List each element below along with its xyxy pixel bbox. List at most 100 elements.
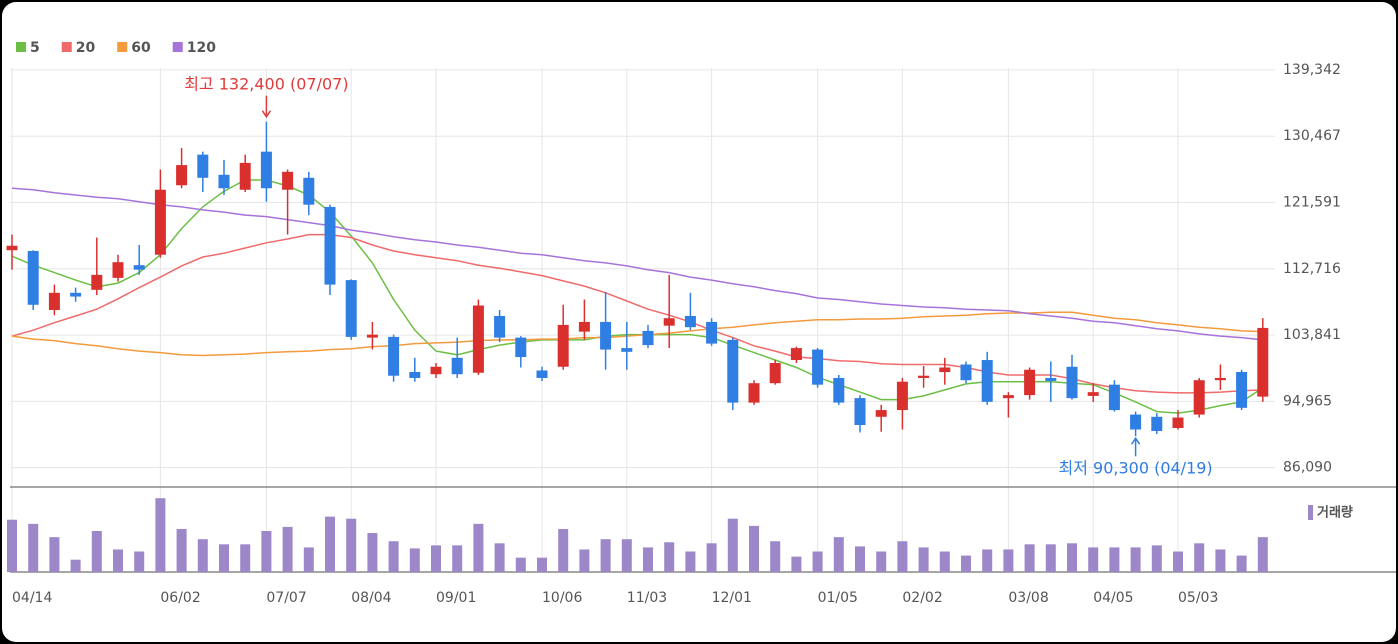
candle-body [1214,377,1226,381]
x-tick-label: 12/01 [712,590,752,606]
candle-body [642,330,654,346]
volume-bar [961,555,971,572]
candle-body [154,189,166,255]
volume-bar [812,551,823,572]
x-tick-label: 01/05 [818,590,858,606]
candle-body [790,348,802,361]
annotation-arrow [261,95,272,119]
legend-swatch [117,42,128,52]
candle-body [27,250,39,305]
volume-bar [325,516,335,572]
ma-line [11,233,1263,394]
candle-body [896,381,908,411]
candle-body [1108,384,1120,411]
candle-body [812,349,824,385]
annotation: 최고 132,400 (07/07) [184,74,348,93]
volume-bar [28,523,39,572]
candle-body [960,364,972,381]
volume-bar [515,557,526,572]
volume-bar [1003,549,1014,572]
candle-body [1172,417,1184,428]
y-tick-label: 121,591 [1283,195,1341,211]
candle-body [1087,392,1099,396]
candle-body [1130,414,1142,430]
candle-body [536,370,548,378]
candle-body [684,315,696,328]
y-tick-label: 112,716 [1283,261,1341,277]
candle-body [939,367,951,372]
volume-bar [537,557,547,572]
y-tick-label: 139,342 [1283,62,1341,78]
volume-bar [1173,551,1183,572]
candle-body [621,348,633,352]
candle-body [430,366,442,375]
volume-bar [621,539,632,572]
candle-body [727,339,739,403]
volume-bar [876,551,887,572]
volume-bar [346,518,357,572]
volume-bar [473,523,484,572]
volume-bar [579,549,590,572]
candle-body [239,162,251,190]
candle-body [48,292,60,310]
x-tick-label: 02/02 [902,590,942,606]
volume-bar [1151,545,1162,572]
candle-body [91,274,103,290]
candle-body [663,318,675,326]
candle-body [112,262,124,278]
volume-legend-label: 거래량 [1317,506,1353,521]
candle-body [176,165,188,186]
volume-bar [1109,547,1120,572]
volume-bar [833,537,844,572]
volume-bar [897,541,908,572]
x-tick-label: 07/07 [266,590,306,606]
candle-body [854,398,866,426]
volume-bar [1045,544,1056,572]
candle-body [833,377,845,403]
x-tick-label: 03/08 [1008,590,1048,606]
volume-bar [982,549,993,572]
legend-swatch [172,42,183,52]
candle-body [303,177,315,205]
x-tick-label: 11/03 [627,590,667,606]
volume-bar [367,533,378,572]
legend-label: 120 [187,40,216,56]
volume-bar [1130,547,1141,572]
volume-bar [1024,544,1035,572]
candle-body [1024,369,1036,396]
volume-bar [770,541,781,572]
volume-bar [685,551,696,572]
candle-body [366,334,378,338]
candle-body [1151,416,1163,431]
candle-body [451,357,463,375]
volume-bar [91,531,102,572]
volume-bar [918,547,929,572]
legend-label: 20 [76,40,96,56]
candle-body [918,375,930,378]
x-tick-label: 04/14 [12,590,52,606]
volume-legend-swatch [1308,505,1313,520]
annotation: 최저 90,300 (04/19) [1058,459,1212,478]
volume-bar [706,543,717,572]
candle-body [1066,366,1078,399]
candle-body [1045,377,1057,381]
volume-bar [855,546,865,572]
volume-bar [727,518,738,572]
legend-label: 60 [131,40,151,56]
candle-body [282,171,294,190]
volume-bar [600,539,611,572]
x-tick-label: 04/05 [1093,590,1133,606]
x-tick-label: 06/02 [160,590,200,606]
volume-bar [1257,537,1268,572]
volume-bar [431,545,441,572]
candle-body [133,265,145,270]
legend-swatch [61,42,72,52]
y-tick-label: 94,965 [1283,393,1332,409]
candle-body [70,292,82,297]
candle-body [1236,371,1248,408]
volume-bar [939,551,950,572]
candle-body [494,315,506,338]
annotation-arrow [1130,436,1141,457]
